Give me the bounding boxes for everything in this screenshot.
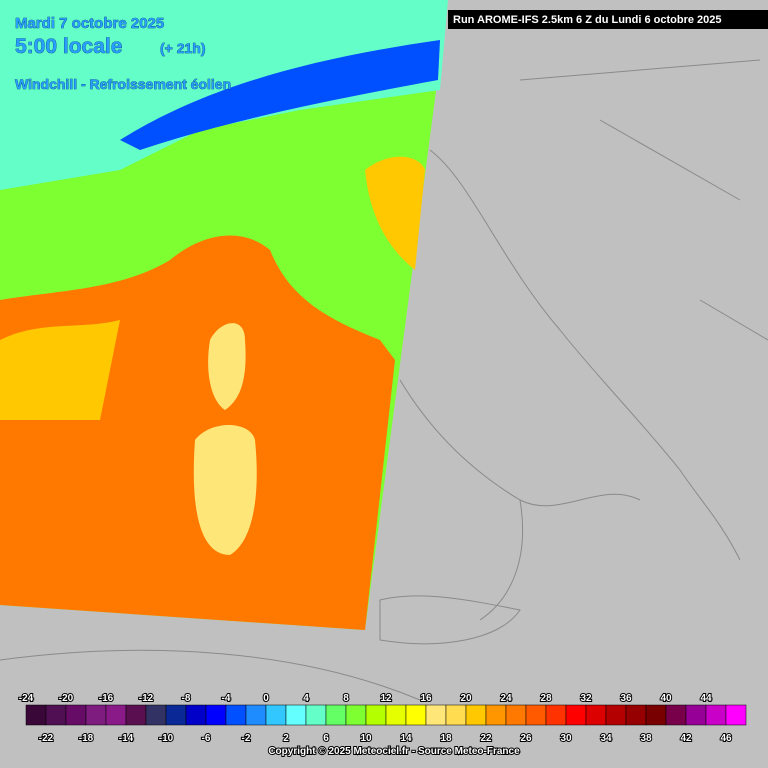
legend-label: 40 — [660, 693, 672, 704]
legend-swatch — [245, 704, 267, 726]
legend-swatch — [25, 704, 47, 726]
legend-swatch — [665, 704, 687, 726]
legend-swatch — [185, 704, 207, 726]
legend-label: 6 — [323, 733, 329, 744]
run-info: Run AROME-IFS 2.5km 6 Z du Lundi 6 octob… — [453, 14, 722, 26]
legend-label: 38 — [640, 733, 652, 744]
legend-swatch — [145, 704, 167, 726]
legend-label: -14 — [119, 733, 134, 744]
legend-swatch — [305, 704, 327, 726]
legend-swatch — [325, 704, 347, 726]
legend-label: -6 — [202, 733, 211, 744]
legend-label: 0 — [263, 693, 269, 704]
legend-label: -10 — [159, 733, 174, 744]
legend-label: -18 — [79, 733, 94, 744]
legend-swatch — [125, 704, 147, 726]
legend-label: 26 — [520, 733, 532, 744]
sea-warm — [0, 320, 120, 420]
legend-swatch — [725, 704, 747, 726]
parameter: Windchill - Refroissement éolien — [15, 76, 231, 92]
legend-swatch — [685, 704, 707, 726]
legend-label: 10 — [360, 733, 372, 744]
legend-label: -4 — [222, 693, 231, 704]
legend-swatch — [165, 704, 187, 726]
legend-label: 12 — [380, 693, 392, 704]
legend-swatch — [265, 704, 287, 726]
legend-swatch — [585, 704, 607, 726]
legend-label: 22 — [480, 733, 492, 744]
legend-swatch — [345, 704, 367, 726]
legend-label: -12 — [139, 693, 154, 704]
legend-label: 24 — [500, 693, 512, 704]
coastline — [399, 379, 641, 621]
corsica — [208, 323, 246, 410]
legend-swatch — [45, 704, 67, 726]
legend-label: -16 — [99, 693, 114, 704]
coastline — [429, 149, 741, 561]
legend-label: 18 — [440, 733, 452, 744]
legend-label: -22 — [39, 733, 54, 744]
legend-label: 46 — [720, 733, 732, 744]
legend-swatch — [525, 704, 547, 726]
legend-swatch — [365, 704, 387, 726]
date: Mardi 7 octobre 2025 — [15, 15, 164, 32]
legend-swatch — [445, 704, 467, 726]
borders — [0, 59, 768, 701]
legend-label: -20 — [59, 693, 74, 704]
alps — [120, 40, 440, 150]
legend-label: 14 — [400, 733, 412, 744]
legend-label: 44 — [700, 693, 712, 704]
legend-swatch — [485, 704, 507, 726]
time: 5:00 locale — [15, 35, 122, 58]
legend-swatch — [645, 704, 667, 726]
legend-label: -24 — [19, 693, 34, 704]
border-line — [0, 59, 768, 701]
legend-swatch — [625, 704, 647, 726]
legend-swatch — [605, 704, 627, 726]
legend-swatch — [285, 704, 307, 726]
legend: -24-22-20-18-16-14-12-10-8-6-4-202468101… — [18, 692, 747, 745]
legend-swatch — [65, 704, 87, 726]
island — [379, 595, 521, 645]
legend-swatch — [565, 704, 587, 726]
legend-label: 8 — [343, 693, 349, 704]
legend-swatch — [425, 704, 447, 726]
legend-swatch — [505, 704, 527, 726]
legend-label: -8 — [182, 693, 191, 704]
legend-swatch — [105, 704, 127, 726]
legend-label: 42 — [680, 733, 692, 744]
legend-label: 4 — [303, 693, 309, 704]
legend-swatch — [465, 704, 487, 726]
legend-swatch — [545, 704, 567, 726]
footer: Copyright © 2025 Meteociel.fr - Source M… — [268, 746, 520, 757]
legend-swatch — [85, 704, 107, 726]
legend-swatch — [385, 704, 407, 726]
legend-swatch — [405, 704, 427, 726]
lead-time: (+ 21h) — [160, 40, 206, 56]
legend-swatch — [705, 704, 727, 726]
legend-label: 30 — [560, 733, 572, 744]
legend-label: 16 — [420, 693, 432, 704]
run-box — [448, 10, 768, 29]
legend-swatch — [225, 704, 247, 726]
legend-label: 34 — [600, 733, 612, 744]
legend-label: -2 — [242, 733, 251, 744]
adriatic — [365, 156, 425, 270]
legend-swatch — [205, 704, 227, 726]
legend-label: 28 — [540, 693, 552, 704]
legend-label: 20 — [460, 693, 472, 704]
legend-label: 32 — [580, 693, 592, 704]
legend-label: 36 — [620, 693, 632, 704]
sardinia — [193, 425, 257, 555]
legend-label: 2 — [283, 733, 289, 744]
